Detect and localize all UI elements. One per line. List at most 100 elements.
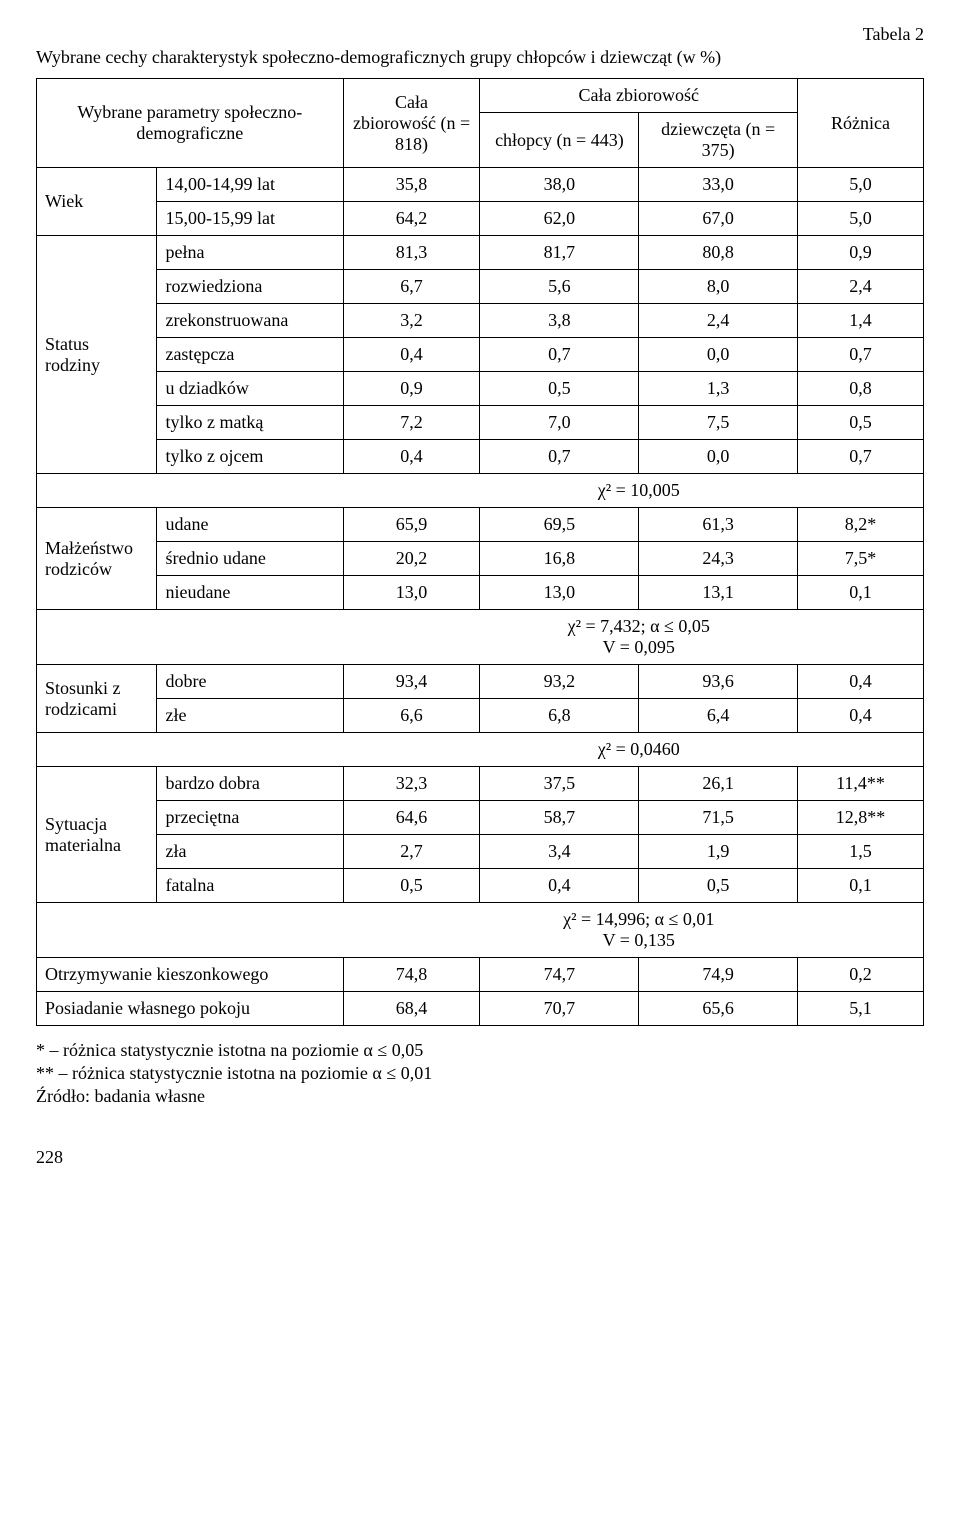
stat-chi2-malzenstwo: χ² = 7,432; α ≤ 0,05 V = 0,095	[480, 610, 798, 665]
table-cell: 67,0	[639, 202, 798, 236]
stat-spacer	[798, 903, 924, 958]
header-diff: Różnica	[798, 79, 924, 168]
table-cell: 5,0	[798, 202, 924, 236]
stat-chi2-stosunki: χ² = 0,0460	[480, 733, 798, 767]
group-stosunki-label: Stosunki z rodzicami	[37, 665, 157, 733]
table-cell: 0,4	[343, 338, 480, 372]
table-cell: 1,5	[798, 835, 924, 869]
table-cell: 1,3	[639, 372, 798, 406]
table-cell: 69,5	[480, 508, 639, 542]
table-cell: tylko z matką	[157, 406, 343, 440]
stat-spacer	[798, 733, 924, 767]
table-cell: 0,5	[480, 372, 639, 406]
row-pokoj-label: Posiadanie własnego pokoju	[37, 992, 344, 1026]
table-cell: 24,3	[639, 542, 798, 576]
table-cell: 64,6	[343, 801, 480, 835]
table-cell: 58,7	[480, 801, 639, 835]
table-cell: 6,7	[343, 270, 480, 304]
table-cell: 0,4	[343, 440, 480, 474]
table-cell: 33,0	[639, 168, 798, 202]
table-cell: nieudane	[157, 576, 343, 610]
stat-spacer	[37, 903, 480, 958]
table-cell: 0,2	[798, 958, 924, 992]
table-cell: zrekonstruowana	[157, 304, 343, 338]
table-cell: 65,9	[343, 508, 480, 542]
table-cell: zła	[157, 835, 343, 869]
table-cell: 62,0	[480, 202, 639, 236]
table-cell: 70,7	[480, 992, 639, 1026]
table-cell: 35,8	[343, 168, 480, 202]
table-cell: 2,4	[798, 270, 924, 304]
table-cell: 3,8	[480, 304, 639, 338]
stat-line: V = 0,095	[488, 637, 790, 658]
table-cell: pełna	[157, 236, 343, 270]
table-cell: 0,5	[343, 869, 480, 903]
table-cell: 64,2	[343, 202, 480, 236]
table-cell: 0,0	[639, 440, 798, 474]
table-cell: 38,0	[480, 168, 639, 202]
stat-spacer	[37, 610, 480, 665]
stat-spacer	[37, 474, 480, 508]
header-all-n: Cała zbiorowość (n = 818)	[343, 79, 480, 168]
table-cell: 6,6	[343, 699, 480, 733]
header-boys: chłopcy (n = 443)	[480, 113, 639, 168]
stat-chi2-status: χ² = 10,005	[480, 474, 798, 508]
table-cell: 13,0	[480, 576, 639, 610]
table-cell: 6,8	[480, 699, 639, 733]
header-all-group: Cała zbiorowość	[480, 79, 798, 113]
table-cell: średnio udane	[157, 542, 343, 576]
table-cell: 0,8	[798, 372, 924, 406]
table-cell: 1,9	[639, 835, 798, 869]
header-param: Wybrane parametry społeczno-demograficzn…	[37, 79, 344, 168]
table-cell: 0,4	[798, 699, 924, 733]
table-title: Wybrane cechy charakterystyk społeczno-d…	[36, 47, 924, 68]
table-cell: 7,0	[480, 406, 639, 440]
table-cell: 0,0	[639, 338, 798, 372]
table-cell: fatalna	[157, 869, 343, 903]
stat-spacer	[37, 733, 480, 767]
table-cell: 74,7	[480, 958, 639, 992]
table-cell: bardzo dobra	[157, 767, 343, 801]
table-cell: 2,4	[639, 304, 798, 338]
table-cell: 74,8	[343, 958, 480, 992]
table-cell: 37,5	[480, 767, 639, 801]
table-cell: 93,4	[343, 665, 480, 699]
table-cell: 80,8	[639, 236, 798, 270]
table-cell: 65,6	[639, 992, 798, 1026]
table-cell: 61,3	[639, 508, 798, 542]
table-cell: 93,6	[639, 665, 798, 699]
table-cell: 32,3	[343, 767, 480, 801]
table-cell: 0,1	[798, 576, 924, 610]
stat-line: χ² = 14,996; α ≤ 0,01	[488, 909, 790, 930]
table-cell: 0,7	[798, 338, 924, 372]
group-status-label: Status rodziny	[37, 236, 157, 474]
table-cell: 11,4**	[798, 767, 924, 801]
stat-spacer	[798, 474, 924, 508]
table-cell: 14,00-14,99 lat	[157, 168, 343, 202]
footnotes: * – różnica statystycznie istotna na poz…	[36, 1040, 924, 1107]
page-number: 228	[36, 1147, 924, 1168]
table-cell: 0,7	[480, 440, 639, 474]
table-cell: 81,7	[480, 236, 639, 270]
table-number: Tabela 2	[36, 24, 924, 45]
table-cell: 12,8**	[798, 801, 924, 835]
footnote-sig-05: * – różnica statystycznie istotna na poz…	[36, 1040, 924, 1061]
footnote-source: Źródło: badania własne	[36, 1086, 924, 1107]
stat-chi2-sytuacja: χ² = 14,996; α ≤ 0,01 V = 0,135	[480, 903, 798, 958]
table-cell: 93,2	[480, 665, 639, 699]
table-cell: 20,2	[343, 542, 480, 576]
table-cell: udane	[157, 508, 343, 542]
footnote-sig-01: ** – różnica statystycznie istotna na po…	[36, 1063, 924, 1084]
table-cell: 7,5*	[798, 542, 924, 576]
header-girls: dziewczęta (n = 375)	[639, 113, 798, 168]
table-cell: 0,5	[798, 406, 924, 440]
table-cell: 0,9	[343, 372, 480, 406]
table-cell: tylko z ojcem	[157, 440, 343, 474]
table-cell: 0,9	[798, 236, 924, 270]
table-cell: 8,0	[639, 270, 798, 304]
table-cell: 0,7	[798, 440, 924, 474]
group-wiek-label: Wiek	[37, 168, 157, 236]
table-cell: złe	[157, 699, 343, 733]
table-cell: 2,7	[343, 835, 480, 869]
table-cell: 5,0	[798, 168, 924, 202]
